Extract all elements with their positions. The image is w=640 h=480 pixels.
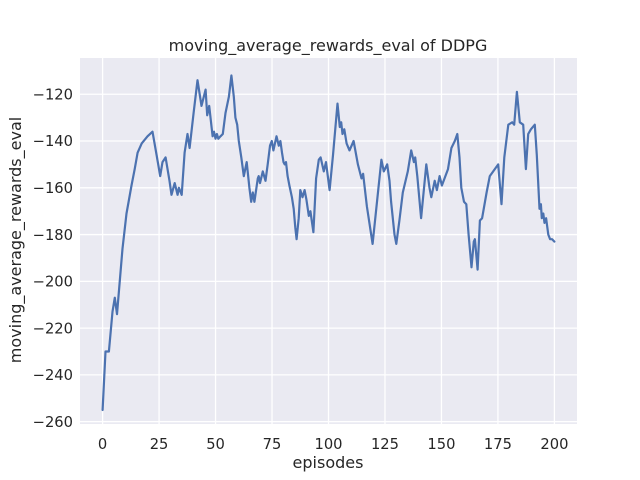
y-tick-label: −260 (33, 414, 73, 431)
y-tick-label: −200 (33, 274, 73, 291)
x-tick-label: 75 (263, 436, 282, 453)
y-tick-label: −140 (33, 133, 73, 150)
x-tick-label: 175 (484, 436, 512, 453)
x-axis-label: episodes (293, 453, 364, 472)
plot-area: 0 25 50 75 100 125 150 175 200 −120 −140 −160 −180 −2… (33, 58, 577, 453)
y-tick-label: −160 (33, 180, 73, 197)
y-tick-label: −240 (33, 367, 73, 384)
x-tick-label: 50 (206, 436, 225, 453)
y-tick-label: −120 (33, 86, 73, 103)
x-tick-label: 200 (540, 436, 568, 453)
x-tick-label: 0 (98, 436, 107, 453)
x-tick-label: 150 (427, 436, 455, 453)
x-tick-label: 25 (150, 436, 169, 453)
y-tick-label: −180 (33, 227, 73, 244)
x-tick-label: 100 (314, 436, 342, 453)
y-axis-label: moving_average_rewards_eval (6, 117, 26, 363)
x-tick-label: 125 (371, 436, 399, 453)
y-tick-label: −220 (33, 320, 73, 337)
chart-title: moving_average_rewards_eval of DDPG (169, 36, 488, 56)
series-line-moving_average_rewards_eval (101, 74, 556, 412)
